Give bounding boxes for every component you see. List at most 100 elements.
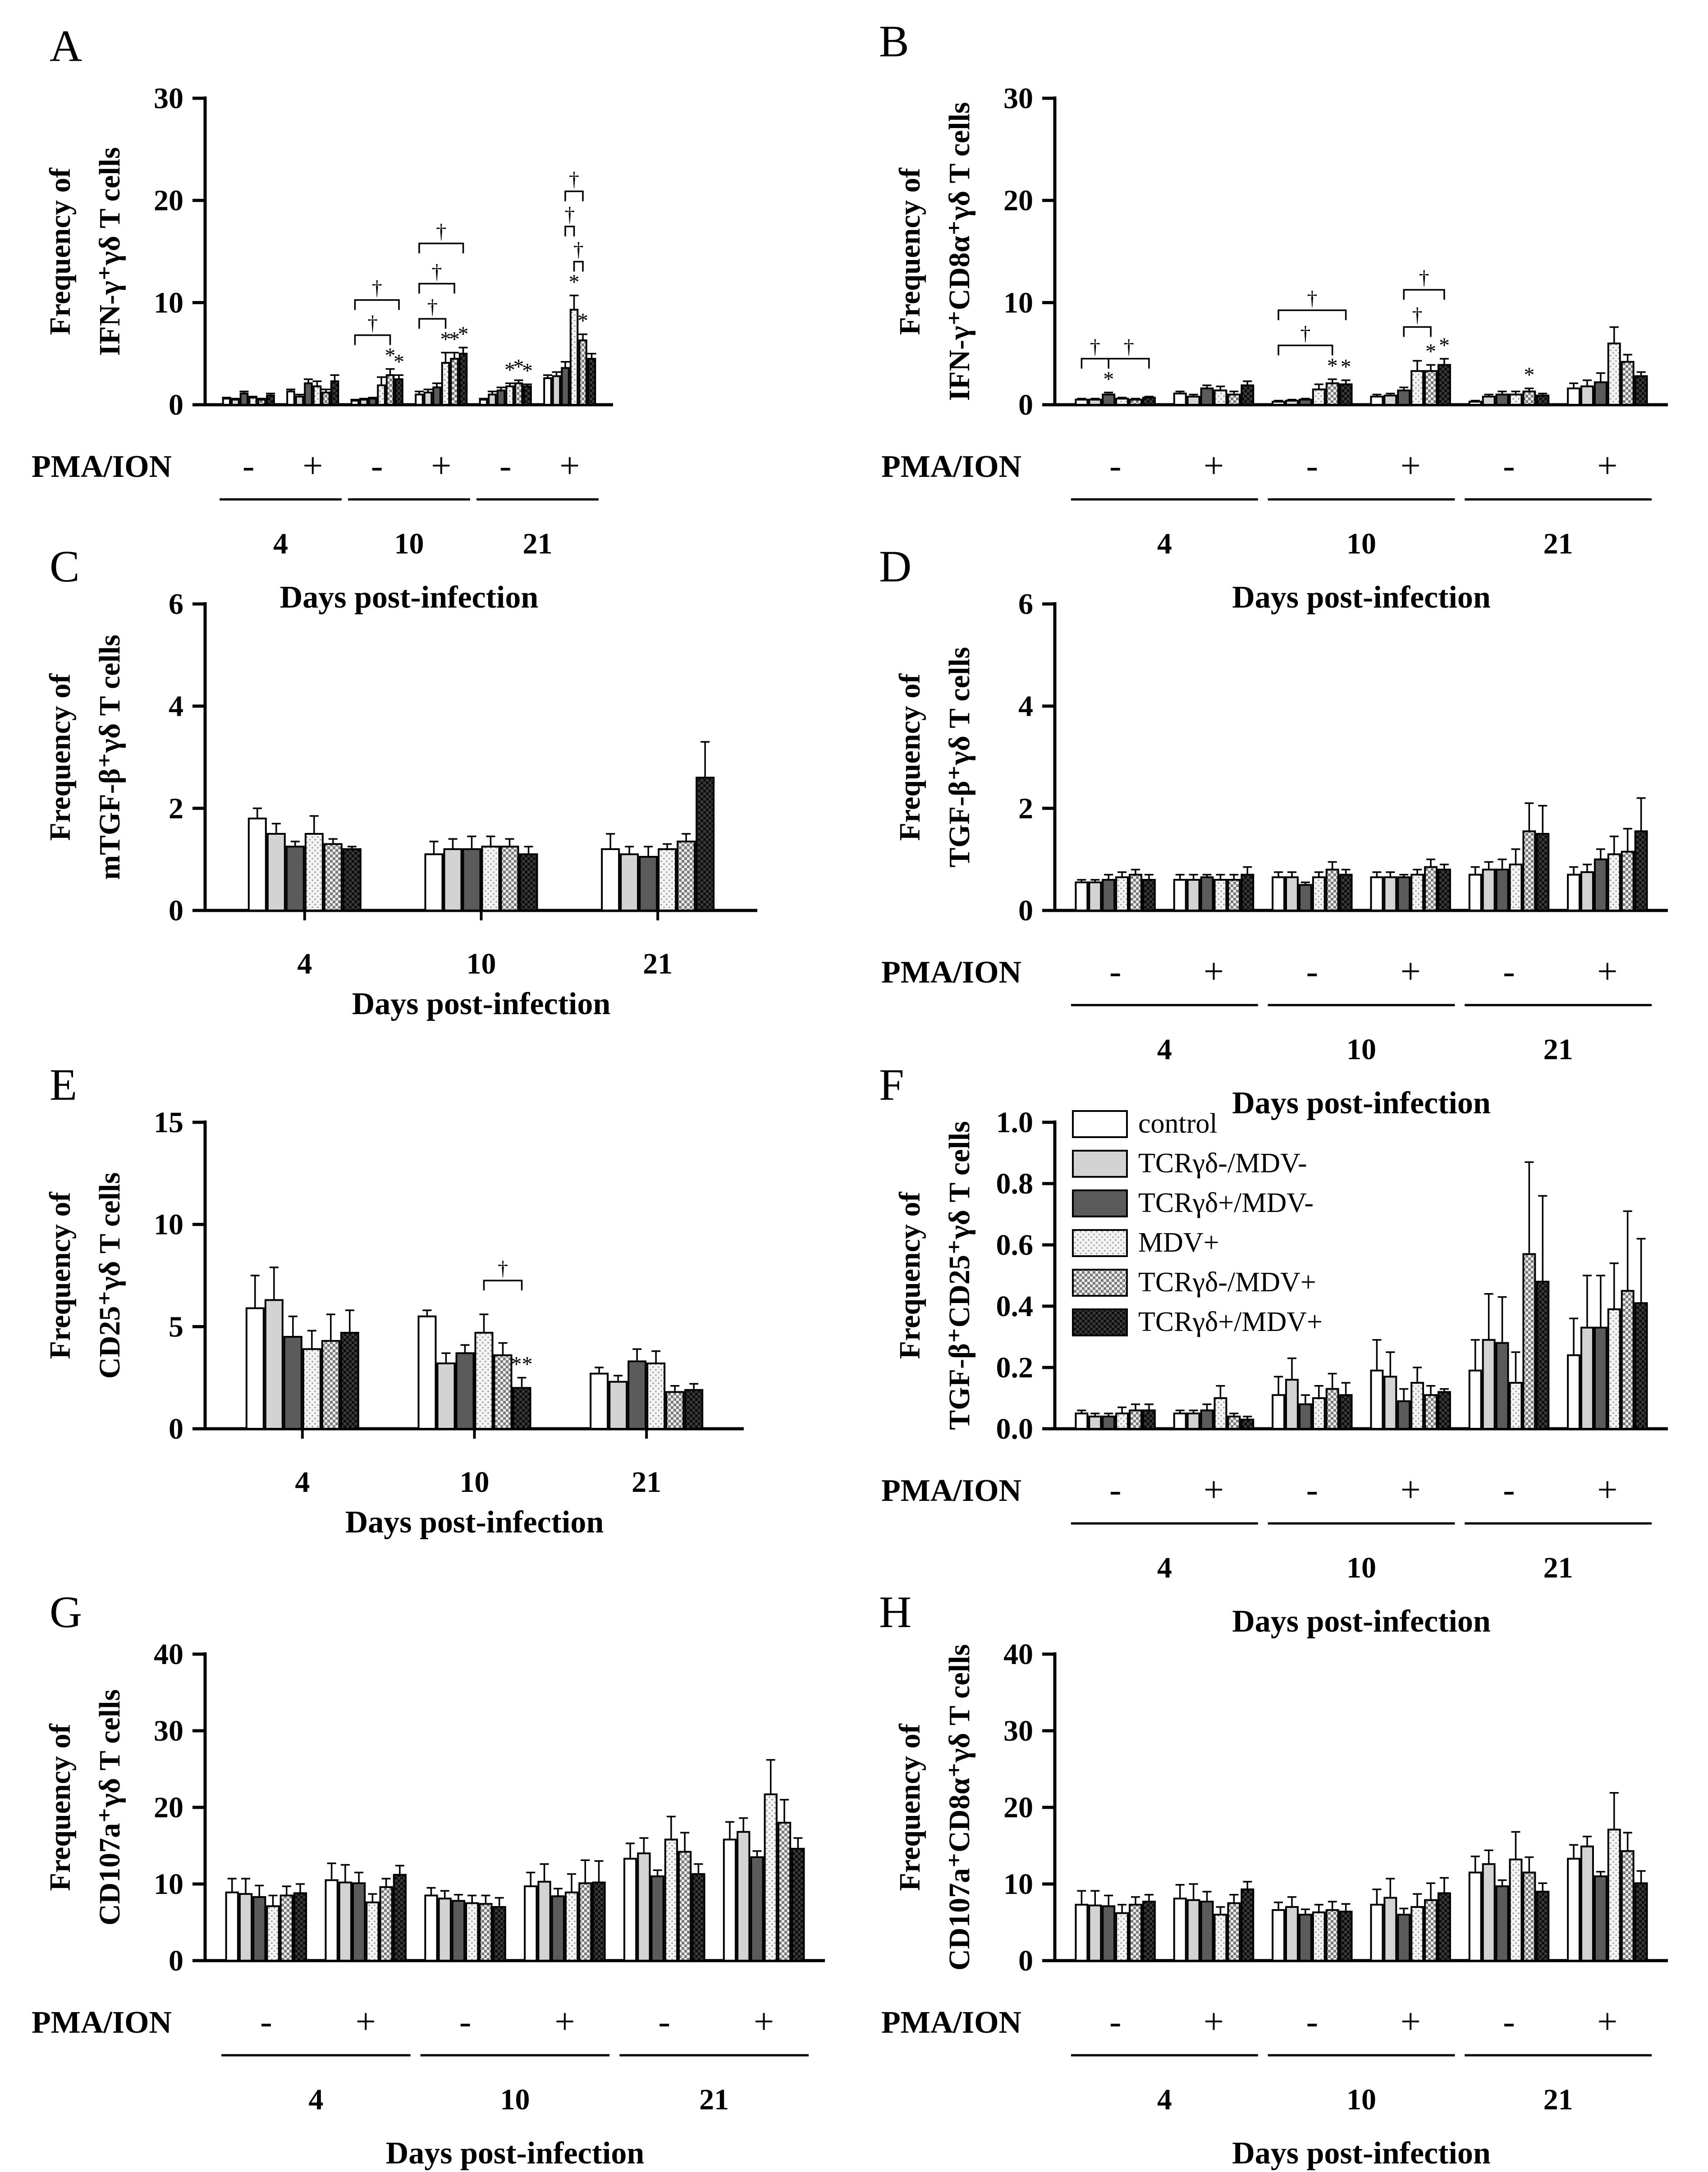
bar bbox=[415, 393, 424, 406]
bar-group-2 bbox=[1173, 380, 1255, 406]
bar bbox=[1621, 851, 1635, 911]
bar bbox=[1567, 1857, 1581, 1962]
bar bbox=[1634, 1882, 1648, 1962]
bar bbox=[458, 352, 468, 406]
dagger-mark: † bbox=[573, 238, 584, 261]
bar bbox=[1594, 1326, 1607, 1430]
y-axis-title-line1: Frequency of bbox=[44, 673, 77, 841]
bar bbox=[304, 833, 324, 911]
bar bbox=[1522, 1253, 1536, 1430]
bar bbox=[279, 1894, 293, 1962]
y-tick-label: 0 bbox=[169, 389, 183, 421]
bar bbox=[1567, 873, 1581, 911]
dagger-mark: † bbox=[436, 219, 446, 242]
dagger-mark: † bbox=[367, 311, 378, 334]
significance-bracket bbox=[1278, 344, 1333, 356]
bar bbox=[552, 375, 561, 406]
bar bbox=[1621, 1290, 1635, 1430]
y-axis-title-line2: TGF-β⁺γδ T cells bbox=[943, 647, 976, 867]
legend-label: TCRγδ+/MDV- bbox=[1138, 1188, 1314, 1218]
bar bbox=[500, 846, 519, 912]
bar bbox=[1088, 1904, 1102, 1962]
bar bbox=[340, 1331, 359, 1430]
bar bbox=[1298, 884, 1312, 912]
bar bbox=[1213, 1914, 1227, 1962]
y-tick-label: 6 bbox=[169, 588, 183, 621]
bar-group-1 bbox=[1075, 869, 1156, 912]
y-axis-title-line2: mTGF-β⁺γδ T cells bbox=[93, 635, 126, 880]
y-tick-label: 20 bbox=[154, 1791, 183, 1824]
y-tick-label: 0.4 bbox=[996, 1290, 1034, 1323]
treatment-sign: - bbox=[1503, 2002, 1515, 2042]
bar bbox=[1495, 869, 1509, 912]
bar bbox=[247, 818, 267, 911]
treatment-sign: - bbox=[1109, 952, 1122, 992]
bar bbox=[639, 856, 658, 911]
y-tick-label: 4 bbox=[169, 690, 183, 723]
bar bbox=[637, 1852, 651, 1962]
bar bbox=[523, 385, 532, 406]
bar bbox=[1241, 1888, 1255, 1962]
day-label: 10 bbox=[1346, 2083, 1376, 2116]
legend-swatch bbox=[1072, 1150, 1128, 1178]
bar-group-5 bbox=[1468, 1831, 1550, 1962]
bar bbox=[438, 1898, 452, 1962]
bar-group-1: * bbox=[1075, 367, 1156, 406]
panel-f: F 0.0 0.2 0.4 0.6 0.8 1.0 Frequency of TGF-β⁺CD2… bbox=[879, 1060, 1668, 1639]
bar bbox=[479, 1903, 493, 1962]
bar bbox=[1200, 876, 1214, 912]
bar bbox=[650, 1875, 664, 1962]
bar bbox=[285, 846, 305, 912]
significance-mark: ** bbox=[511, 1353, 533, 1376]
bar bbox=[1509, 1382, 1523, 1430]
dagger-mark: † bbox=[372, 276, 382, 299]
bar bbox=[1522, 390, 1536, 406]
treatment-sign: - bbox=[499, 446, 512, 486]
significance-bracket bbox=[418, 242, 464, 254]
day-label: 21 bbox=[523, 527, 553, 560]
bar bbox=[479, 398, 488, 406]
bar bbox=[1115, 1413, 1129, 1430]
significance-bracket bbox=[573, 261, 584, 272]
bar bbox=[1325, 382, 1339, 406]
treatment-sign: + bbox=[431, 446, 451, 486]
legend-label: TCRγδ-/MDV+ bbox=[1138, 1267, 1316, 1298]
legend-label: MDV+ bbox=[1138, 1227, 1219, 1258]
significance-mark: * bbox=[1103, 367, 1114, 391]
bar bbox=[283, 1336, 302, 1430]
y-tick-label: 0.0 bbox=[996, 1413, 1034, 1445]
bar bbox=[368, 398, 377, 406]
y-tick-label: 30 bbox=[154, 1715, 183, 1747]
y-tick-label: 15 bbox=[154, 1106, 183, 1139]
day-label: 10 bbox=[1346, 527, 1376, 560]
bar bbox=[601, 848, 620, 911]
bar bbox=[1075, 1903, 1089, 1962]
significance-bracket bbox=[1108, 358, 1150, 369]
y-axis-title-line2: CD107a⁺CD8α⁺γδ T cells bbox=[943, 1644, 976, 1971]
bar-group-1 bbox=[225, 1878, 307, 1962]
treatment-sign: + bbox=[1204, 1470, 1224, 1510]
treatment-sign: + bbox=[1597, 952, 1617, 992]
y-tick-label: 40 bbox=[1003, 1638, 1033, 1671]
bar bbox=[512, 1387, 531, 1430]
y-tick-label: 6 bbox=[1018, 588, 1033, 621]
bar bbox=[750, 1856, 764, 1962]
y-tick-label: 40 bbox=[154, 1638, 183, 1671]
significance-mark: * bbox=[1341, 355, 1351, 379]
bar bbox=[424, 853, 444, 912]
bar bbox=[1298, 398, 1312, 406]
y-tick-label: 0 bbox=[1018, 389, 1033, 421]
bar-group-6 bbox=[1567, 1792, 1648, 1962]
bar bbox=[436, 1362, 456, 1430]
bar bbox=[1285, 1379, 1299, 1430]
bar-group-1 bbox=[247, 807, 362, 912]
legend-swatch bbox=[1072, 1308, 1128, 1336]
bar-group-5 bbox=[623, 1815, 705, 1962]
bar bbox=[1298, 1914, 1312, 1962]
bar-group-2 bbox=[1173, 866, 1255, 912]
bar bbox=[481, 846, 500, 912]
panel-letter: A bbox=[50, 21, 82, 71]
bar bbox=[377, 384, 386, 406]
bar bbox=[1115, 398, 1129, 406]
